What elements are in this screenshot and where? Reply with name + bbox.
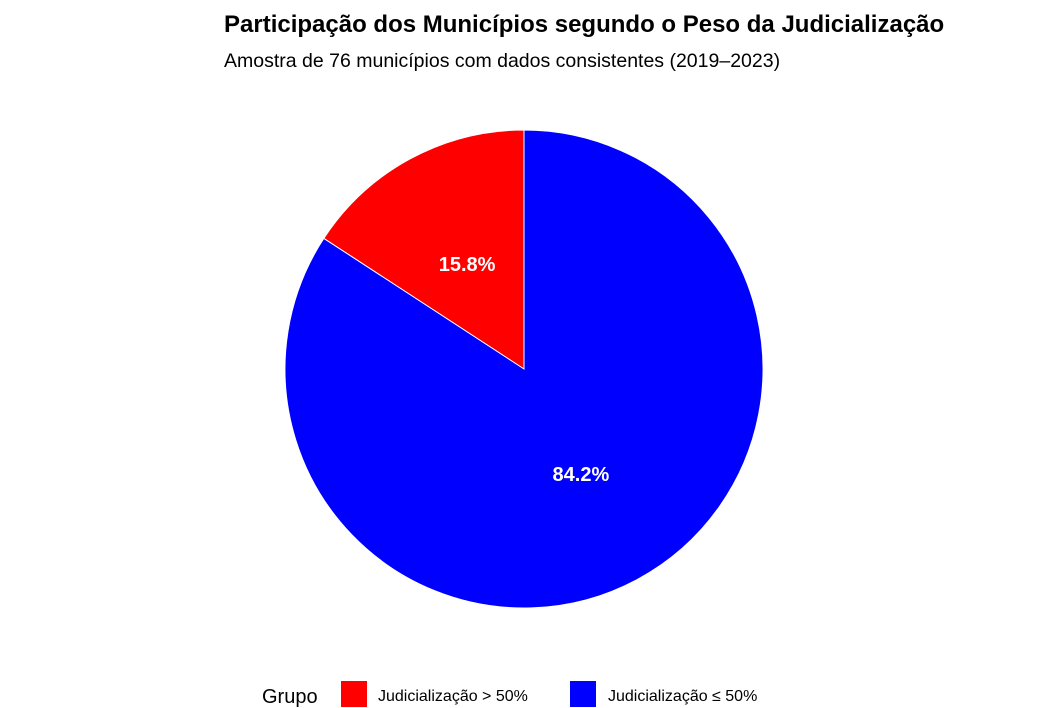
pie-slice [284, 129, 764, 609]
legend-key [570, 681, 596, 707]
slice-value-label: 15.8% [439, 254, 496, 276]
legend-title: Grupo [262, 686, 318, 708]
pie-slices [284, 129, 764, 609]
chart-subtitle: Amostra de 76 municípios com dados consi… [224, 50, 780, 72]
chart-title: Participação dos Municípios segundo o Pe… [224, 11, 944, 38]
pie-slice-labels: 15.8% 84.2% [439, 254, 610, 486]
pie-slice [323, 129, 525, 370]
legend-label: Judicialização ≤ 50% [608, 688, 757, 705]
legend-key [341, 681, 367, 707]
slice-value-label: 84.2% [553, 464, 610, 486]
legend: Grupo Judicialização > 50% Judicialização… [262, 681, 757, 708]
legend-label: Judicialização > 50% [378, 688, 528, 705]
